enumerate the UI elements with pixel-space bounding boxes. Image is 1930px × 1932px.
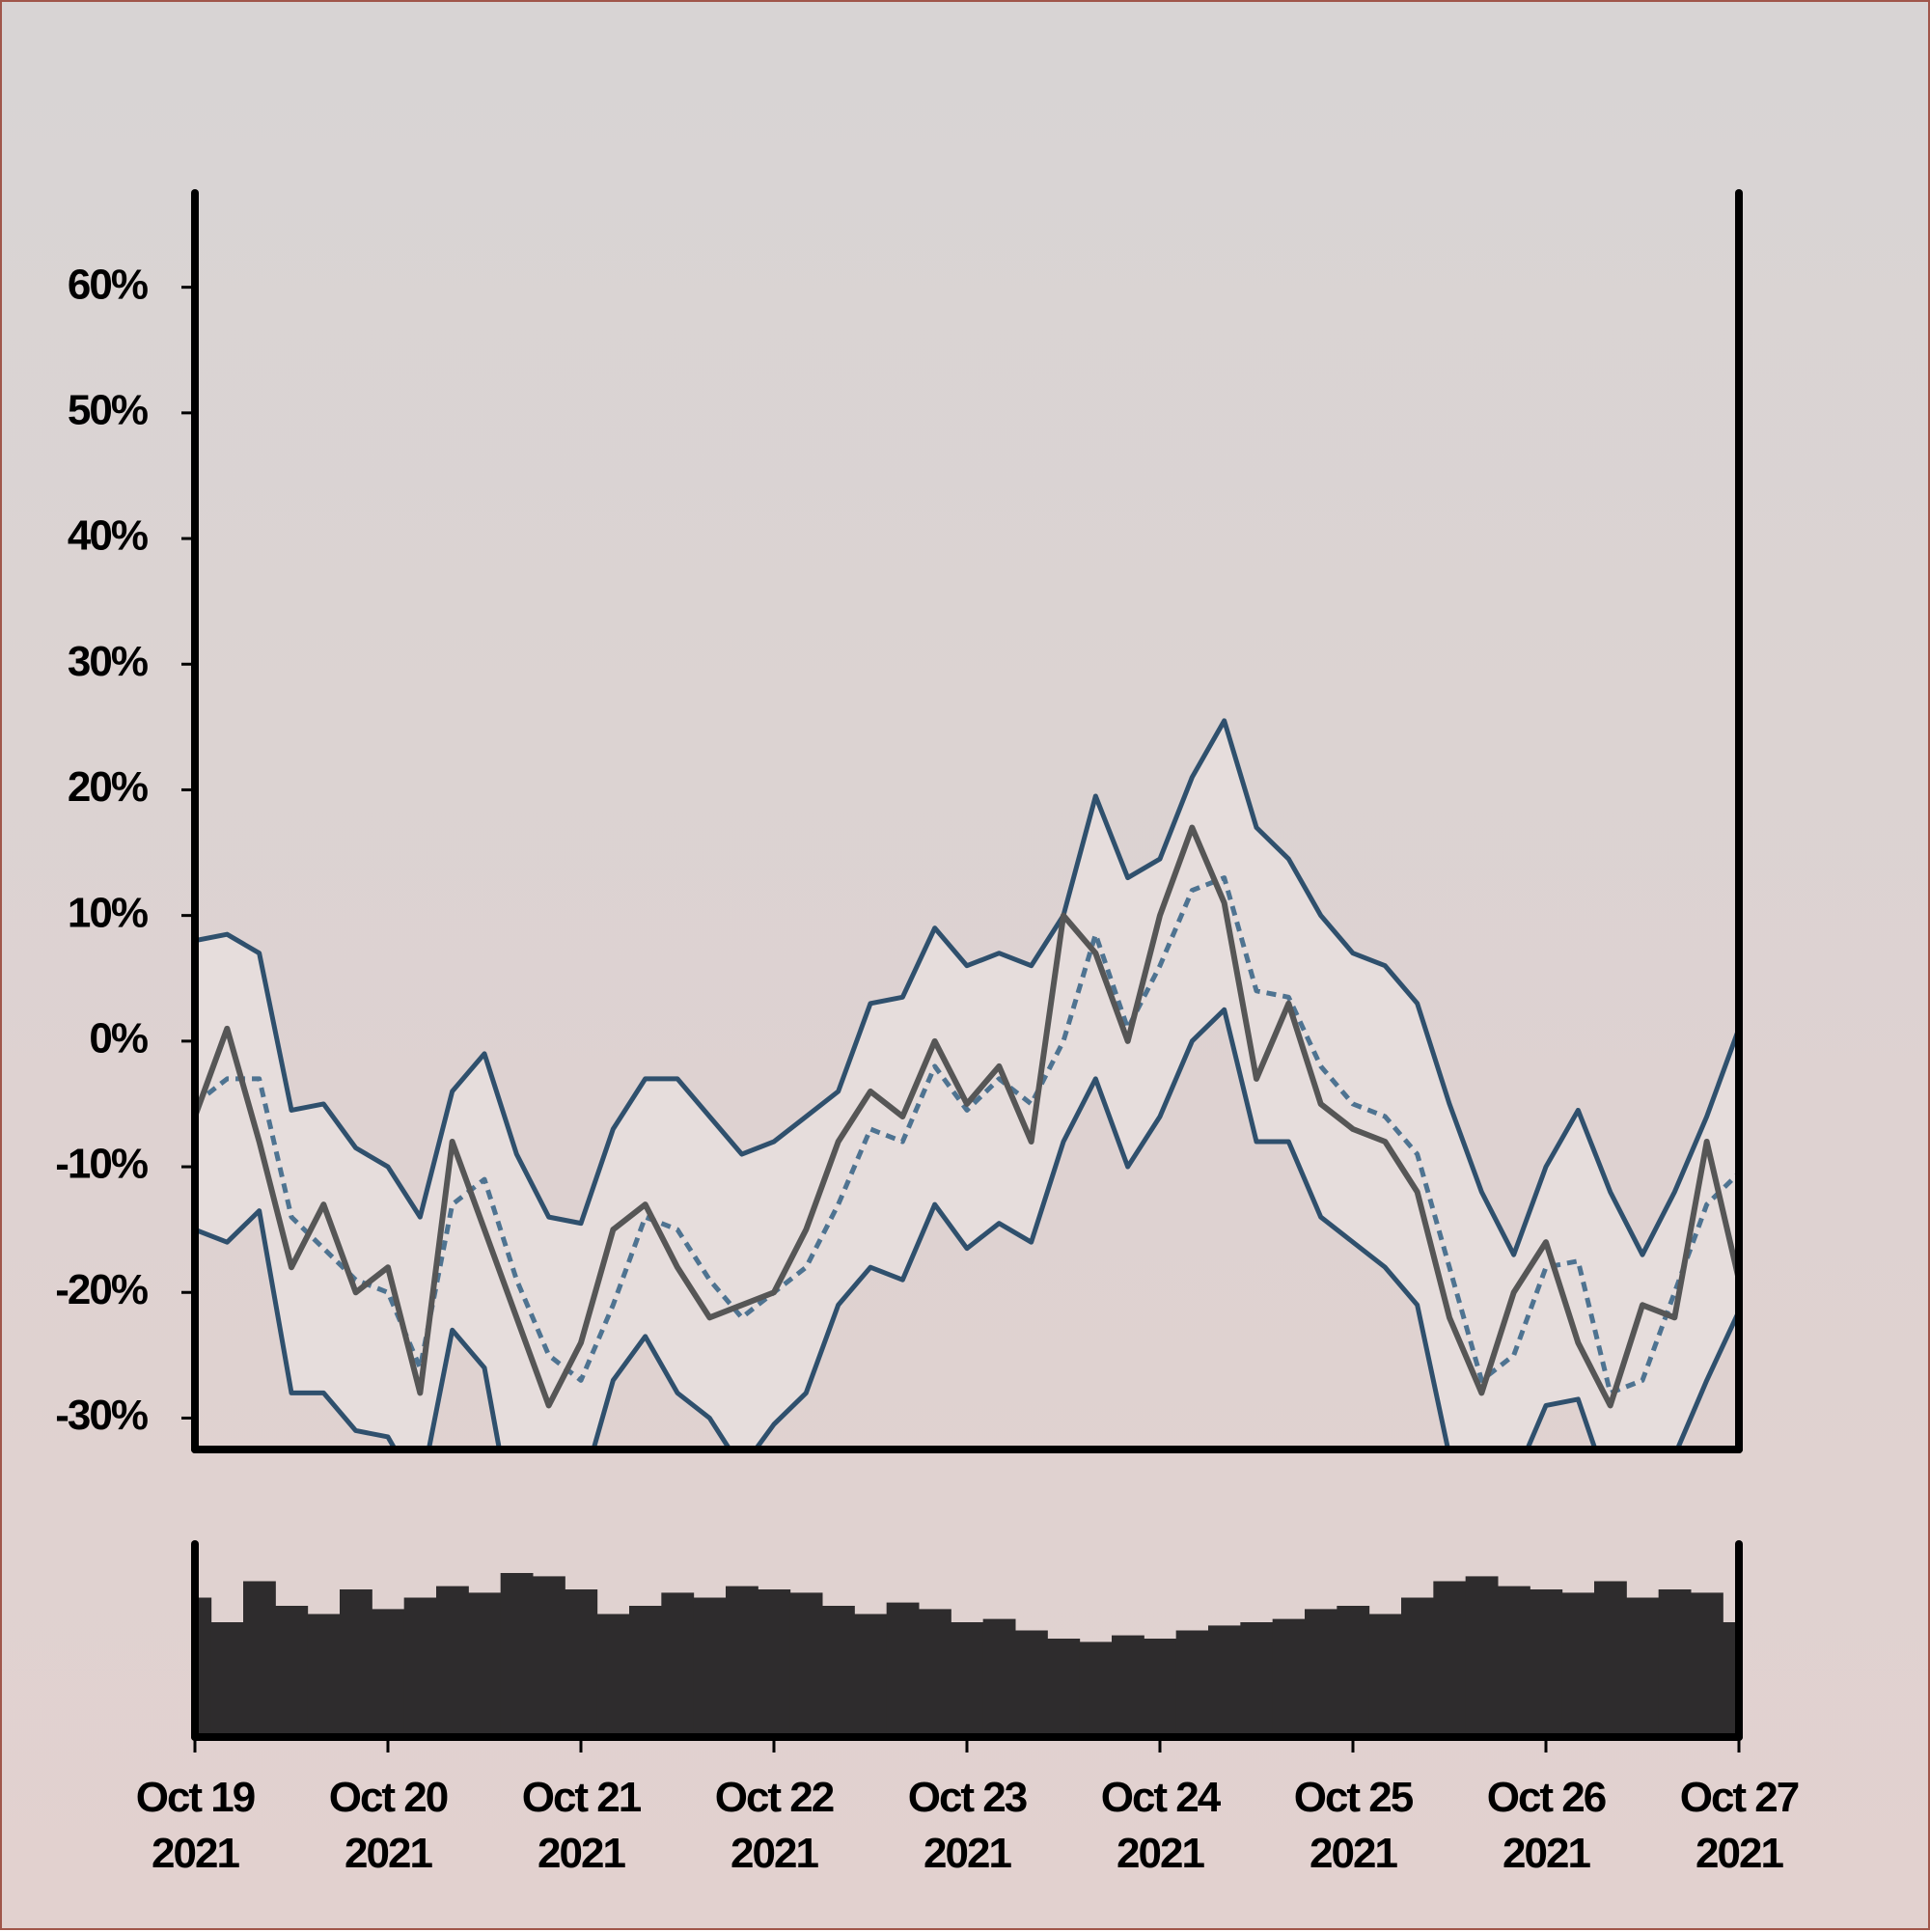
band-area	[195, 720, 1739, 1449]
volume-bar	[726, 1586, 758, 1737]
volume-bar	[1401, 1597, 1434, 1737]
volume-bar	[919, 1609, 951, 1737]
volume-bar	[1208, 1625, 1241, 1737]
x-tick-label: Oct 21 2021	[521, 1774, 643, 1877]
x-tick-label: Oct 24 2021	[1100, 1774, 1222, 1877]
volume-bar	[210, 1622, 244, 1737]
x-tick-label: Oct 23 2021	[907, 1774, 1029, 1877]
x-tick-label: Oct 25 2021	[1293, 1774, 1415, 1877]
volume-bar	[1015, 1630, 1048, 1737]
volume-bar	[951, 1622, 984, 1737]
volume-bar	[1433, 1581, 1467, 1737]
volume-bar	[565, 1589, 598, 1737]
y-tick-label: 60%	[68, 261, 148, 308]
volume-bar	[1337, 1606, 1370, 1737]
volume-bar	[340, 1589, 372, 1737]
x-tick-label: Oct 22 2021	[714, 1774, 836, 1877]
middle-line	[195, 875, 1739, 1395]
axes: -30% -20% -10% 0% 10% 20% 30% 40% 50% 60%	[55, 189, 1743, 1753]
y-tick-label: 20%	[68, 763, 148, 811]
volume-bar	[307, 1614, 341, 1737]
volume-bar	[1272, 1618, 1306, 1737]
volume-bar	[661, 1592, 695, 1737]
volume-bar	[275, 1606, 309, 1737]
volume-bar	[1626, 1597, 1660, 1737]
volume-bar	[789, 1592, 823, 1737]
volume-bar	[1240, 1622, 1274, 1737]
volume-bar	[1144, 1639, 1177, 1737]
price-panel	[195, 718, 1739, 1449]
volume-bar	[436, 1586, 469, 1737]
volume-bar	[629, 1606, 662, 1737]
volume-bar	[886, 1602, 920, 1737]
upper-line	[195, 718, 1739, 1257]
y-tick-label: 50%	[68, 386, 148, 433]
volume-bar	[500, 1573, 534, 1737]
y-tick-label: -20%	[55, 1266, 148, 1313]
volume-bar	[1691, 1592, 1723, 1737]
volume-bar	[1530, 1589, 1563, 1737]
volume-bar	[596, 1614, 630, 1737]
volume-bar	[693, 1597, 727, 1737]
volume-bar	[758, 1589, 791, 1737]
volume-bar	[982, 1618, 1016, 1737]
volume-bar	[1175, 1630, 1209, 1737]
x-tick-label: Oct 27 2021	[1679, 1774, 1801, 1877]
volume-bar	[822, 1606, 855, 1737]
y-tick-label: -30%	[55, 1392, 148, 1439]
volume-bar	[1498, 1586, 1530, 1737]
x-tick-label: Oct 19 2021	[135, 1774, 257, 1877]
y-tick-label: 10%	[68, 889, 148, 936]
x-tick-label: Oct 26 2021	[1486, 1774, 1608, 1877]
volume-bar	[1047, 1639, 1081, 1737]
volume-bar	[1465, 1576, 1499, 1737]
volume-bar	[1079, 1642, 1113, 1737]
volume-bar	[1658, 1589, 1692, 1737]
volume-bar	[1305, 1609, 1337, 1737]
volume-bar	[854, 1614, 888, 1737]
volume-bar	[1594, 1581, 1627, 1737]
volume-panel	[195, 1573, 1740, 1737]
price-line	[195, 824, 1739, 1409]
volume-bar	[468, 1592, 502, 1737]
volume-bar	[372, 1609, 405, 1737]
volume-bar	[533, 1576, 565, 1737]
volume-bar	[403, 1597, 437, 1737]
x-tick-label: Oct 20 2021	[328, 1774, 450, 1877]
volume-bar	[1112, 1635, 1144, 1737]
volume-bar	[1561, 1592, 1595, 1737]
volume-bar	[1368, 1614, 1402, 1737]
y-tick-label: 0%	[89, 1014, 147, 1062]
y-tick-label: -10%	[55, 1141, 148, 1188]
lower-line	[195, 1007, 1739, 1449]
volume-bar	[243, 1581, 276, 1737]
y-tick-label: 40%	[68, 512, 148, 560]
volume-bar	[195, 1597, 212, 1737]
y-tick-label: 30%	[68, 638, 148, 685]
